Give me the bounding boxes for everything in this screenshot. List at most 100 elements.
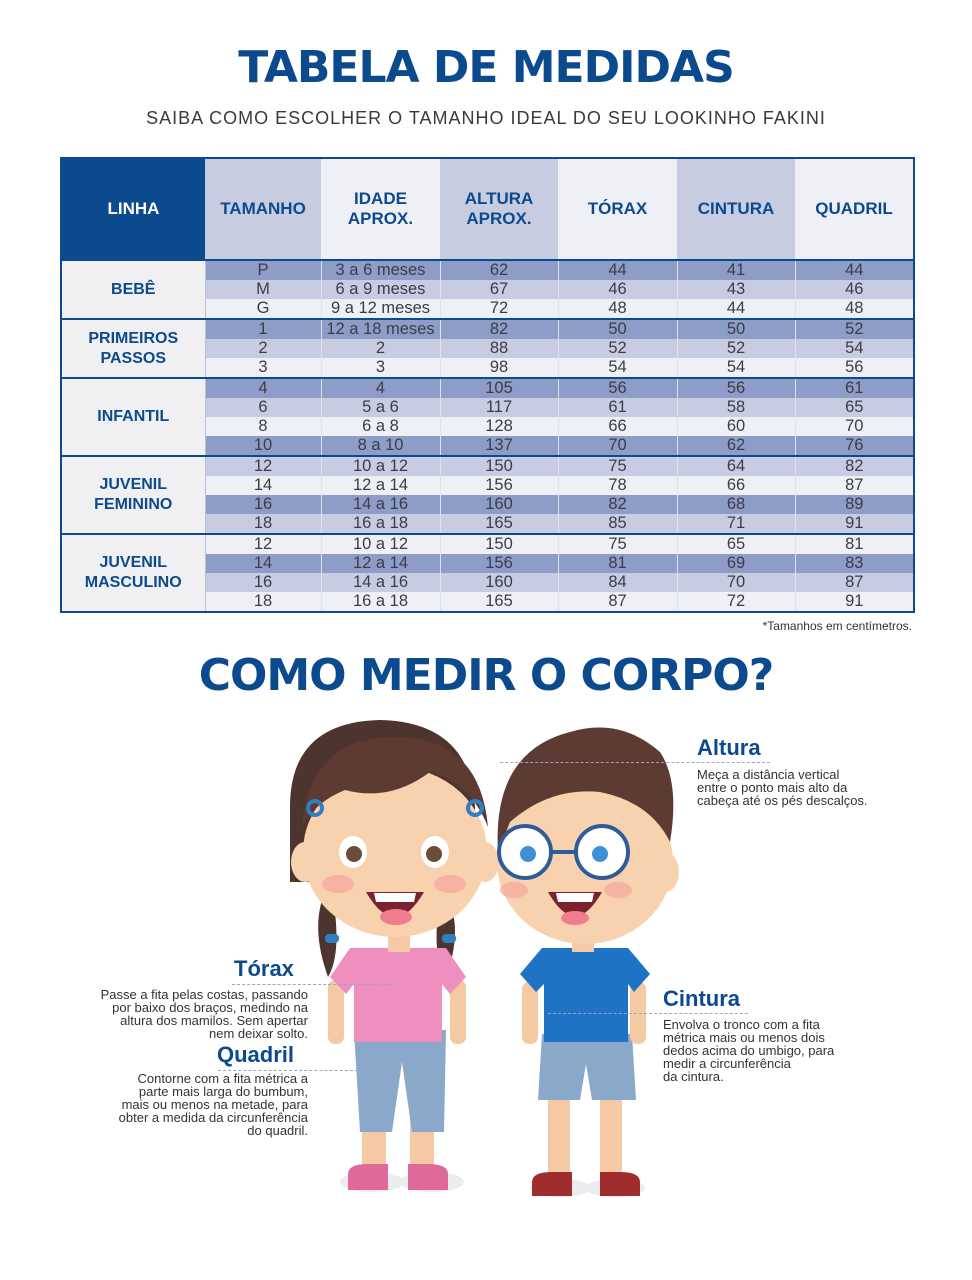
children-illustration [290, 720, 679, 1197]
table-cell: 12 a 18 meses [320, 318, 440, 339]
table-cell: 165 [439, 592, 558, 612]
linha-cell: JUVENIL MASCULINO [61, 533, 206, 612]
table-cell: 160 [439, 495, 558, 514]
table-cell: 44 [557, 259, 677, 280]
table-row: JUVENIL FEMININO 12 10 a 12 150 75 64 82 [61, 455, 914, 534]
table-cell: 14 a 16 [320, 495, 440, 514]
table-cell: 52 [794, 318, 914, 339]
table-cell: 1 [205, 318, 321, 339]
table-cell: 87 [794, 573, 914, 592]
table-cell: 82 [439, 318, 558, 339]
table-cell: 12 a 14 [320, 476, 440, 495]
cintura-description: Envolva o tronco com a fita métrica mais… [663, 1017, 835, 1084]
table-cell: 160 [439, 573, 558, 592]
table-cell: 137 [439, 436, 558, 456]
table-cell: 16 a 18 [320, 514, 440, 534]
table-cell: 12 [205, 455, 321, 476]
table-cell: 61 [557, 398, 677, 417]
column-header: ALTURA APROX. [440, 158, 558, 260]
table-cell: 156 [439, 476, 558, 495]
table-cell: 48 [794, 299, 914, 319]
column-header: LINHA [61, 158, 205, 260]
table-cell: 14 a 16 [320, 573, 440, 592]
table-cell: 48 [557, 299, 677, 319]
boy-illustration [497, 727, 679, 1197]
table-cell: 81 [557, 554, 677, 573]
table-cell: 58 [676, 398, 795, 417]
table-row: JUVENIL MASCULINO 12 10 a 12 150 75 65 81 [61, 533, 914, 612]
table-cell: 56 [557, 377, 677, 398]
table-cell: 89 [794, 495, 914, 514]
table-cell: 4 [320, 377, 440, 398]
table-cell: 12 a 14 [320, 554, 440, 573]
table-row: BEBÊ P 3 a 6 meses 62 44 41 44 [61, 259, 914, 319]
page-subtitle: SAIBA COMO ESCOLHER O TAMANHO IDEAL DO S… [146, 108, 826, 128]
table-cell: M [205, 280, 321, 299]
table-cell: G [205, 299, 321, 319]
torax-description: Passe a fita pelas costas, passando por … [100, 987, 308, 1041]
table-row: 10 8 a 10 137 70 62 76 [61, 436, 914, 456]
table-cell: 18 [205, 514, 321, 534]
table-cell: 98 [439, 358, 558, 378]
table-cell: 67 [439, 280, 558, 299]
table-row: INFANTIL 4 4 105 56 56 61 [61, 377, 914, 456]
table-cell: 16 [205, 495, 321, 514]
linha-cell: BEBÊ [61, 259, 206, 319]
table-cell: 82 [557, 495, 677, 514]
table-cell: 150 [439, 455, 558, 476]
table-cell: 14 [205, 476, 321, 495]
table-cell: 2 [320, 339, 440, 358]
table-cell: 3 a 6 meses [320, 259, 440, 280]
table-cell: 85 [557, 514, 677, 534]
linha-cell: PRIMEIROS PASSOS [61, 318, 206, 378]
table-cell: 3 [320, 358, 440, 378]
table-cell: 6 [205, 398, 321, 417]
table-row: 16 14 a 16 160 82 68 89 [61, 495, 914, 514]
table-cell: 52 [557, 339, 677, 358]
table-cell: 56 [794, 358, 914, 378]
table-cell: 2 [205, 339, 321, 358]
table-cell: 70 [794, 417, 914, 436]
table-cell: 75 [557, 455, 677, 476]
table-cell: 41 [676, 259, 795, 280]
page-title: TABELA DE MEDIDAS [238, 42, 735, 93]
table-cell: 87 [557, 592, 677, 612]
table-cell: 87 [794, 476, 914, 495]
cintura-leader-line [548, 1013, 748, 1014]
table-cell: 78 [557, 476, 677, 495]
table-cell: 60 [676, 417, 795, 436]
table-cell: 81 [794, 533, 914, 554]
table-cell: 105 [439, 377, 558, 398]
table-cell: 6 a 8 [320, 417, 440, 436]
table-cell: P [205, 259, 321, 280]
table-cell: 10 a 12 [320, 455, 440, 476]
torax-label: Tórax [234, 956, 294, 981]
table-cell: 46 [557, 280, 677, 299]
table-cell: 128 [439, 417, 558, 436]
table-footnote: *Tamanhos em centímetros. [762, 619, 912, 633]
table-cell: 8 a 10 [320, 436, 440, 456]
table-cell: 91 [794, 514, 914, 534]
table-row: 3 3 98 54 54 56 [61, 358, 914, 378]
section-title: COMO MEDIR O CORPO? [198, 650, 775, 701]
table-cell: 88 [439, 339, 558, 358]
table-cell: 50 [557, 318, 677, 339]
table-cell: 61 [794, 377, 914, 398]
table-cell: 54 [557, 358, 677, 378]
altura-label: Altura [697, 735, 761, 760]
altura-description: Meça a distância vertical entre o ponto … [697, 767, 868, 808]
table-cell: 62 [439, 259, 558, 280]
table-cell: 8 [205, 417, 321, 436]
table-cell: 75 [557, 533, 677, 554]
torax-leader-line [232, 984, 392, 985]
quadril-description: Contorne com a fita métrica a parte mais… [118, 1071, 308, 1138]
table-cell: 91 [794, 592, 914, 612]
column-header: TÓRAX [558, 158, 677, 260]
table-cell: 150 [439, 533, 558, 554]
table-cell: 117 [439, 398, 558, 417]
table-cell: 9 a 12 meses [320, 299, 440, 319]
table-cell: 46 [794, 280, 914, 299]
table-cell: 65 [794, 398, 914, 417]
column-header: CINTURA [677, 158, 795, 260]
